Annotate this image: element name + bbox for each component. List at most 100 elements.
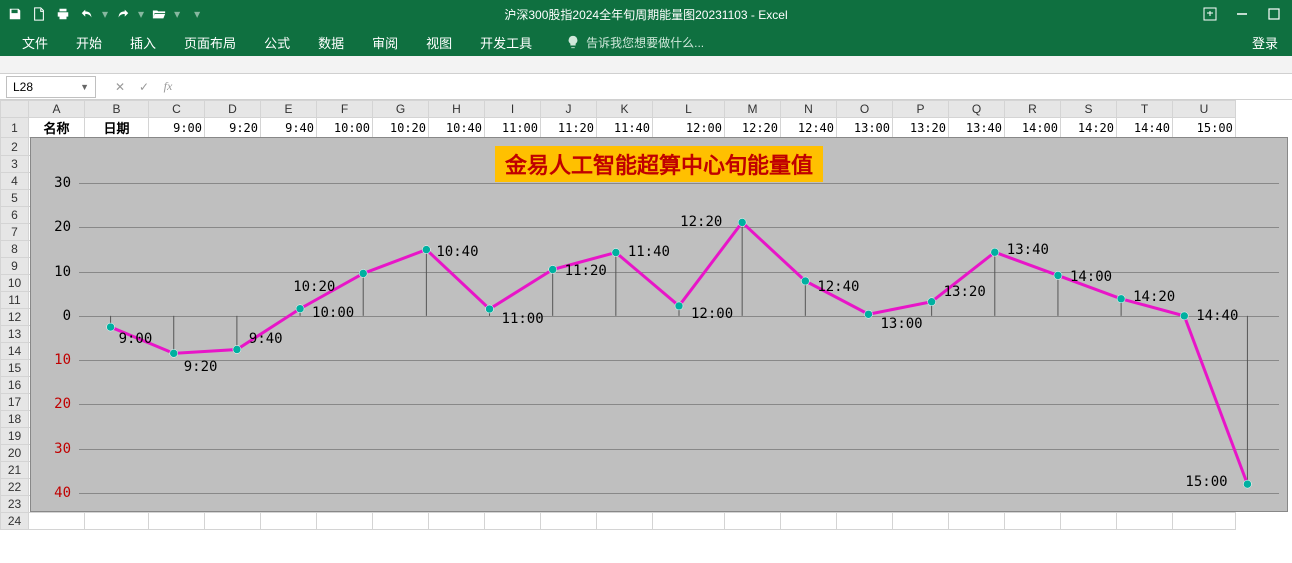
row-header-16[interactable]: 16	[1, 377, 29, 394]
select-all-corner[interactable]	[1, 101, 29, 118]
col-header-P[interactable]: P	[893, 101, 949, 118]
login-link[interactable]: 登录	[1252, 33, 1278, 52]
row-header-14[interactable]: 14	[1, 343, 29, 360]
col-header-I[interactable]: I	[485, 101, 541, 118]
cell-C24[interactable]	[149, 513, 205, 530]
row-header-21[interactable]: 21	[1, 462, 29, 479]
col-header-J[interactable]: J	[541, 101, 597, 118]
row-header-17[interactable]: 17	[1, 394, 29, 411]
cell-H24[interactable]	[429, 513, 485, 530]
col-header-E[interactable]: E	[261, 101, 317, 118]
tab-开发工具[interactable]: 开发工具	[466, 28, 546, 56]
tab-页面布局[interactable]: 页面布局	[170, 28, 250, 56]
open-icon[interactable]	[148, 3, 170, 25]
cell-F1[interactable]: 10:00	[317, 118, 373, 138]
cell-G1[interactable]: 10:20	[373, 118, 429, 138]
cell-E1[interactable]: 9:40	[261, 118, 317, 138]
save-icon[interactable]	[4, 3, 26, 25]
cell-H1[interactable]: 10:40	[429, 118, 485, 138]
row-header-2[interactable]: 2	[1, 138, 29, 156]
cell-M24[interactable]	[725, 513, 781, 530]
tell-me-search[interactable]: 告诉我您想要做什么...	[566, 34, 704, 51]
row-header-10[interactable]: 10	[1, 275, 29, 292]
row-header-9[interactable]: 9	[1, 258, 29, 275]
cell-O1[interactable]: 13:00	[837, 118, 893, 138]
cell-C1[interactable]: 9:00	[149, 118, 205, 138]
minimize-icon[interactable]	[1228, 3, 1256, 25]
cell-Q24[interactable]	[949, 513, 1005, 530]
cell-R24[interactable]	[1005, 513, 1061, 530]
cell-U1[interactable]: 15:00	[1173, 118, 1236, 138]
col-header-B[interactable]: B	[85, 101, 149, 118]
cell-N24[interactable]	[781, 513, 837, 530]
col-header-S[interactable]: S	[1061, 101, 1117, 118]
cell-B1[interactable]: 日期	[85, 118, 149, 138]
col-header-F[interactable]: F	[317, 101, 373, 118]
row-header-23[interactable]: 23	[1, 496, 29, 513]
col-header-H[interactable]: H	[429, 101, 485, 118]
row-header-15[interactable]: 15	[1, 360, 29, 377]
cell-E24[interactable]	[261, 513, 317, 530]
row-header-20[interactable]: 20	[1, 445, 29, 462]
col-header-K[interactable]: K	[597, 101, 653, 118]
cell-D24[interactable]	[205, 513, 261, 530]
cell-S1[interactable]: 14:20	[1061, 118, 1117, 138]
cell-T1[interactable]: 14:40	[1117, 118, 1173, 138]
undo-icon[interactable]	[76, 3, 98, 25]
col-header-N[interactable]: N	[781, 101, 837, 118]
cell-P1[interactable]: 13:20	[893, 118, 949, 138]
redo-icon[interactable]	[112, 3, 134, 25]
cell-J1[interactable]: 11:20	[541, 118, 597, 138]
name-box[interactable]: L28 ▼	[6, 76, 96, 98]
tab-数据[interactable]: 数据	[304, 28, 358, 56]
col-header-A[interactable]: A	[29, 101, 85, 118]
cell-U24[interactable]	[1173, 513, 1236, 530]
col-header-L[interactable]: L	[653, 101, 725, 118]
cell-P24[interactable]	[893, 513, 949, 530]
cell-Q1[interactable]: 13:40	[949, 118, 1005, 138]
cell-L24[interactable]	[653, 513, 725, 530]
col-header-D[interactable]: D	[205, 101, 261, 118]
print-icon[interactable]	[52, 3, 74, 25]
col-header-O[interactable]: O	[837, 101, 893, 118]
col-header-C[interactable]: C	[149, 101, 205, 118]
embedded-chart[interactable]: 金易人工智能超算中心旬能量值 3020100102030409:009:209:…	[30, 137, 1288, 512]
cancel-icon[interactable]: ✕	[112, 80, 128, 94]
col-header-Q[interactable]: Q	[949, 101, 1005, 118]
cell-O24[interactable]	[837, 513, 893, 530]
cell-N1[interactable]: 12:40	[781, 118, 837, 138]
cell-M1[interactable]: 12:20	[725, 118, 781, 138]
cell-D1[interactable]: 9:20	[205, 118, 261, 138]
col-header-R[interactable]: R	[1005, 101, 1061, 118]
tab-公式[interactable]: 公式	[250, 28, 304, 56]
row-header-3[interactable]: 3	[1, 156, 29, 173]
cell-A1[interactable]: 名称	[29, 118, 85, 138]
new-icon[interactable]	[28, 3, 50, 25]
tab-审阅[interactable]: 审阅	[358, 28, 412, 56]
row-header-5[interactable]: 5	[1, 190, 29, 207]
cell-R1[interactable]: 14:00	[1005, 118, 1061, 138]
row-header-12[interactable]: 12	[1, 309, 29, 326]
cell-T24[interactable]	[1117, 513, 1173, 530]
formula-input[interactable]	[176, 76, 1292, 98]
ribbon-options-icon[interactable]	[1196, 3, 1224, 25]
row-header-22[interactable]: 22	[1, 479, 29, 496]
row-header-13[interactable]: 13	[1, 326, 29, 343]
worksheet[interactable]: ABCDEFGHIJKLMNOPQRSTU1名称日期9:009:209:4010…	[0, 100, 1292, 530]
col-header-U[interactable]: U	[1173, 101, 1236, 118]
cell-K24[interactable]	[597, 513, 653, 530]
cell-F24[interactable]	[317, 513, 373, 530]
name-box-dropdown-icon[interactable]: ▼	[80, 82, 89, 92]
row-header-19[interactable]: 19	[1, 428, 29, 445]
row-header-8[interactable]: 8	[1, 241, 29, 258]
qat-customize[interactable]: ▾	[192, 7, 202, 21]
row-header-11[interactable]: 11	[1, 292, 29, 309]
cell-S24[interactable]	[1061, 513, 1117, 530]
cell-J24[interactable]	[541, 513, 597, 530]
row-header-4[interactable]: 4	[1, 173, 29, 190]
tab-开始[interactable]: 开始	[62, 28, 116, 56]
cell-I1[interactable]: 11:00	[485, 118, 541, 138]
col-header-G[interactable]: G	[373, 101, 429, 118]
cell-B24[interactable]	[85, 513, 149, 530]
tab-文件[interactable]: 文件	[8, 28, 62, 56]
